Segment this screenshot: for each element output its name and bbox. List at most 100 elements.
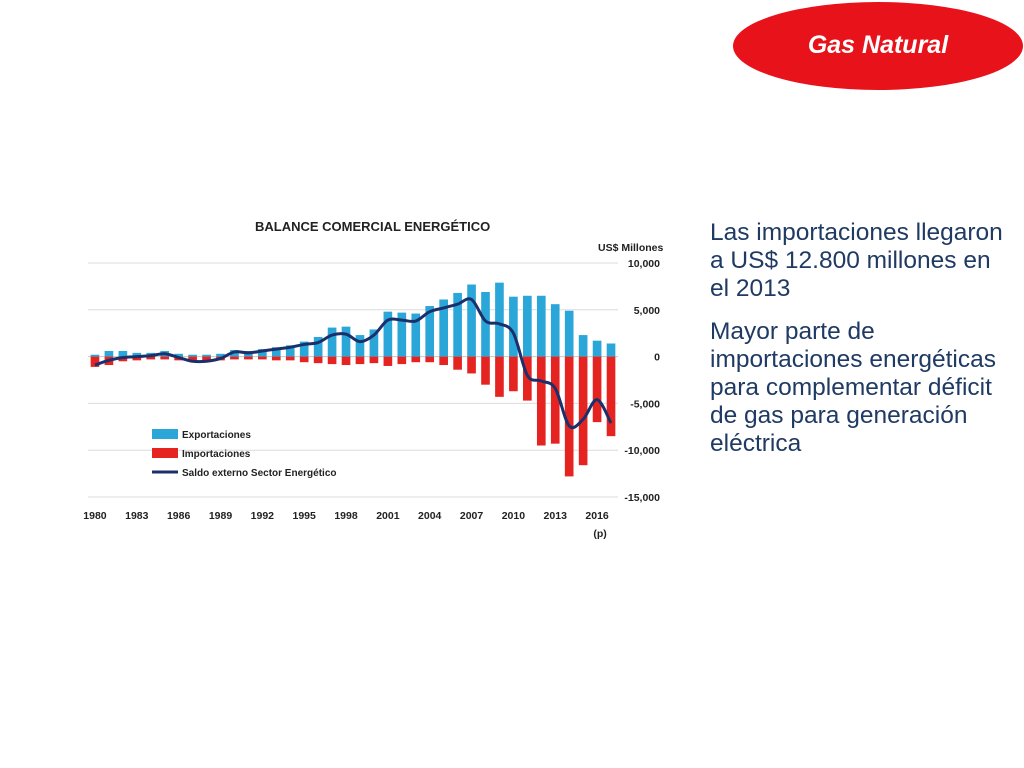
- badge-label: Gas Natural: [807, 31, 949, 59]
- import-bar: [425, 356, 435, 363]
- import-bar: [439, 356, 448, 366]
- x-tick-label: 2016: [585, 510, 609, 522]
- export-bar: [592, 340, 602, 357]
- import-bar: [467, 356, 476, 374]
- export-bar: [118, 350, 128, 357]
- export-bar: [341, 326, 351, 357]
- y-tick-label: 0: [654, 352, 660, 364]
- export-bar: [523, 295, 532, 357]
- export-bar: [327, 327, 337, 357]
- export-bar: [439, 299, 448, 357]
- export-bar: [467, 284, 476, 357]
- import-bar: [592, 356, 602, 423]
- export-bar: [411, 313, 421, 357]
- export-bar: [606, 343, 616, 357]
- import-bar: [271, 356, 281, 361]
- export-bar: [271, 347, 281, 357]
- import-bar: [341, 356, 351, 366]
- import-bar: [536, 356, 546, 446]
- export-bar: [578, 335, 588, 357]
- y-tick-label: 10,000: [628, 258, 660, 270]
- x-tick-label: 2007: [460, 510, 484, 522]
- x-tick-note: (p): [593, 528, 606, 540]
- import-bar: [202, 356, 211, 362]
- import-bar: [230, 356, 239, 360]
- x-tick-label: 1983: [125, 510, 149, 522]
- export-bar: [132, 352, 142, 357]
- legend-imports-swatch: [152, 448, 178, 458]
- export-bar: [285, 345, 295, 357]
- import-bar: [258, 356, 267, 360]
- y-tick-label: -10,000: [624, 445, 660, 457]
- export-bar: [509, 296, 518, 357]
- import-bar: [313, 356, 323, 364]
- chart-title: BALANCE COMERCIAL ENERGÉTICO: [255, 219, 490, 234]
- legend-exports-swatch: [152, 429, 178, 439]
- export-bar: [453, 292, 462, 357]
- import-bar: [481, 356, 490, 385]
- import-bar: [132, 356, 142, 361]
- legend-exports-label: Exportaciones: [182, 430, 251, 441]
- x-tick-label: 2001: [376, 510, 400, 522]
- gas-natural-badge: Gas Natural: [733, 2, 1023, 90]
- energy-balance-chart: BALANCE COMERCIAL ENERGÉTICO US$ Millones…: [83, 219, 664, 540]
- x-tick-label: 2004: [418, 510, 442, 522]
- x-tick-label: 2013: [544, 510, 568, 522]
- import-bar: [285, 356, 295, 361]
- import-bar: [160, 356, 170, 360]
- export-bar: [536, 295, 546, 357]
- gas-deficit-note: Mayor parte de importaciones energéticas…: [710, 318, 996, 457]
- x-tick-label: 2010: [502, 510, 526, 522]
- export-bar: [188, 354, 197, 357]
- import-bar: [606, 356, 616, 437]
- import-bar: [453, 356, 462, 370]
- export-bar: [397, 312, 407, 357]
- x-tick-label: 1998: [334, 510, 358, 522]
- export-bar: [174, 353, 183, 357]
- legend-balance-label: Saldo externo Sector Energético: [182, 468, 337, 479]
- export-bar: [369, 329, 379, 357]
- y-tick-label: 5,000: [634, 305, 660, 317]
- export-bar: [550, 304, 560, 357]
- export-bar: [313, 336, 323, 357]
- import-bar: [383, 356, 393, 366]
- x-tick-label: 1992: [251, 510, 275, 522]
- export-bar: [299, 341, 309, 357]
- x-tick-label: 1989: [209, 510, 233, 522]
- import-bar: [90, 356, 100, 367]
- export-bar: [104, 350, 114, 357]
- export-bar: [258, 349, 267, 357]
- import-bar: [509, 356, 518, 392]
- balance-line: [94, 297, 613, 430]
- y-tick-label: -5,000: [630, 398, 660, 410]
- export-bar: [425, 306, 435, 357]
- import-bar: [564, 356, 574, 477]
- y-axis-label: US$ Millones: [598, 242, 664, 254]
- x-tick-label: 1980: [83, 510, 107, 522]
- import-bar: [578, 356, 588, 466]
- import-bar: [355, 356, 365, 365]
- import-bar: [523, 356, 532, 401]
- y-tick-label: -15,000: [624, 492, 660, 504]
- export-bar: [564, 310, 574, 357]
- import-bar: [146, 356, 156, 360]
- imports-note: Las importaciones llegaron a US$ 12.800 …: [710, 219, 1003, 302]
- export-bar: [216, 353, 225, 357]
- x-tick-label: 1986: [167, 510, 191, 522]
- import-bar: [397, 356, 407, 365]
- export-bar: [355, 335, 365, 357]
- import-bar: [244, 356, 253, 360]
- import-bar: [188, 356, 197, 362]
- import-bar: [550, 356, 560, 444]
- export-bar: [481, 292, 490, 357]
- import-bar: [369, 356, 379, 364]
- export-bar: [495, 282, 504, 357]
- legend-imports-label: Importaciones: [182, 449, 251, 460]
- import-bar: [299, 356, 309, 363]
- export-bar: [90, 354, 100, 357]
- x-tick-label: 1995: [293, 510, 317, 522]
- import-bar: [495, 356, 504, 397]
- export-bar: [383, 311, 393, 357]
- import-bar: [411, 356, 421, 363]
- import-bar: [327, 356, 337, 365]
